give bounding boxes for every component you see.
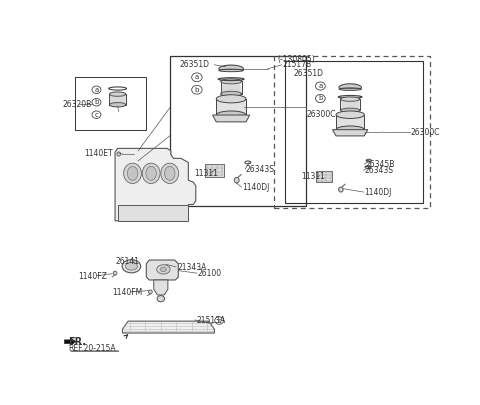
Ellipse shape [125,262,137,270]
Polygon shape [154,280,168,295]
Ellipse shape [122,260,141,273]
Ellipse shape [113,271,117,275]
Text: 1140ET: 1140ET [84,149,113,158]
Polygon shape [316,171,332,182]
Text: c: c [95,112,98,118]
Text: 21513A: 21513A [197,316,226,325]
Ellipse shape [338,187,343,192]
Text: 26351D: 26351D [294,69,324,78]
Text: 26343S: 26343S [246,165,275,174]
Polygon shape [64,338,76,345]
Text: 1140FM: 1140FM [112,288,143,297]
Ellipse shape [336,126,364,133]
Text: 26300C: 26300C [410,128,440,137]
Ellipse shape [221,91,241,96]
Text: 26343S: 26343S [364,166,393,175]
Ellipse shape [109,102,126,107]
Ellipse shape [109,92,126,96]
Polygon shape [115,148,196,221]
Ellipse shape [336,111,364,118]
Ellipse shape [161,163,179,183]
Text: a: a [95,87,98,93]
Ellipse shape [340,97,360,101]
Ellipse shape [219,69,243,72]
Polygon shape [221,81,241,94]
Text: FR.: FR. [68,337,86,347]
Polygon shape [213,115,250,122]
Text: 1140FZ: 1140FZ [78,272,107,281]
Text: a: a [318,83,323,89]
Ellipse shape [221,79,241,84]
Text: b: b [318,96,323,102]
Text: 26300C: 26300C [306,110,336,119]
Text: 26351D: 26351D [179,60,209,69]
Polygon shape [336,115,364,130]
Ellipse shape [160,267,167,272]
Polygon shape [339,84,361,87]
Ellipse shape [146,166,156,180]
Text: 1140DJ: 1140DJ [364,188,392,197]
Polygon shape [109,94,126,105]
Polygon shape [204,164,224,177]
Text: b: b [94,99,99,105]
Text: 26320B: 26320B [63,100,92,109]
Ellipse shape [216,111,246,119]
Polygon shape [219,65,243,69]
Ellipse shape [234,177,239,183]
Polygon shape [216,99,246,115]
Ellipse shape [339,88,361,90]
Text: REF.20-215A: REF.20-215A [68,344,116,353]
Ellipse shape [142,163,160,183]
Text: b: b [195,87,199,93]
Polygon shape [333,130,368,136]
Ellipse shape [156,265,170,274]
Text: 11311: 11311 [194,169,218,179]
Text: 26100: 26100 [198,269,222,278]
Text: 21343A: 21343A [177,263,206,272]
Ellipse shape [127,166,138,180]
Text: 1140DJ: 1140DJ [242,183,270,192]
Polygon shape [118,205,188,221]
Polygon shape [340,99,360,110]
Ellipse shape [117,152,120,156]
Text: c: c [217,318,221,324]
Text: a: a [195,74,199,80]
Ellipse shape [148,290,152,294]
Text: 26141: 26141 [115,257,139,266]
Ellipse shape [216,95,246,103]
Text: 11311: 11311 [301,172,325,181]
Ellipse shape [165,166,175,180]
Ellipse shape [340,108,360,113]
Text: (-130805): (-130805) [277,55,315,64]
Text: 21517B: 21517B [282,60,312,69]
Polygon shape [146,260,178,280]
Text: 26345B: 26345B [365,160,395,169]
Ellipse shape [124,163,142,183]
Ellipse shape [157,296,165,302]
Polygon shape [122,321,215,333]
